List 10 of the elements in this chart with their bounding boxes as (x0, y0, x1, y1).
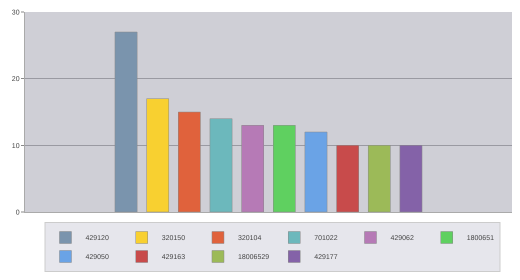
bar (336, 145, 359, 212)
bar (210, 118, 232, 212)
bar (368, 145, 391, 212)
bar (273, 125, 296, 212)
bar (146, 98, 170, 212)
bar (304, 132, 328, 212)
bar (178, 112, 201, 212)
bar (400, 145, 422, 212)
bar (114, 32, 138, 212)
bar (241, 125, 264, 212)
